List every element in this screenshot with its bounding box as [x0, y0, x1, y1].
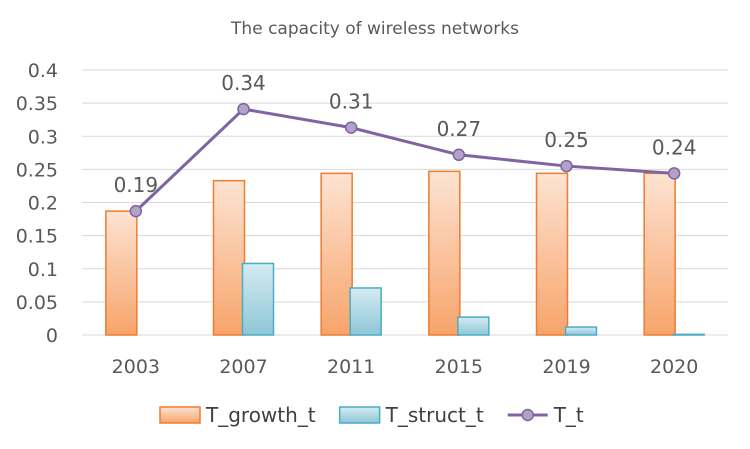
data-label: 0.25 [544, 128, 589, 152]
y-axis-ticks: 0 0.05 0.1 0.15 0.2 0.25 0.3 0.35 0.4 [16, 60, 58, 347]
bar-T_growth_t-2003 [105, 210, 138, 336]
x-tick-label: 2003 [112, 356, 160, 378]
point-T_t-2011 [344, 121, 358, 134]
point-T_t-2007 [237, 102, 250, 116]
y-tick-label: 0.4 [28, 60, 58, 82]
bar-T_growth_t-2015 [428, 170, 461, 336]
data-label: 0.34 [221, 71, 266, 95]
bar-T_growth_t-2019 [535, 172, 569, 336]
x-tick-label: 2007 [219, 356, 267, 378]
gridlines [82, 69, 728, 336]
legend-swatch [159, 406, 201, 424]
y-tick-label: 0.05 [16, 292, 58, 314]
bar-T_struct_t-2020 [672, 333, 705, 336]
point-T_t-2020 [667, 167, 681, 180]
chart-title: The capacity of wireless networks [230, 19, 519, 39]
bar-T_struct_t-2007 [241, 262, 275, 336]
y-tick-label: 0.35 [16, 93, 58, 115]
point-T_t-2015 [452, 148, 466, 162]
line-T_t [134, 107, 675, 213]
bar-T_growth_t-2011 [320, 172, 353, 336]
legend-item-T_struct_t: T_struct_t [338, 403, 484, 427]
data-label: 0.27 [437, 117, 482, 141]
bar-T_growth_t-2007 [212, 179, 246, 336]
legend-label: T_t [553, 403, 584, 427]
legend-item-T_growth_t: T_growth_t [159, 403, 316, 427]
y-tick-label: 0.2 [28, 193, 58, 215]
data-label: 0.19 [114, 173, 159, 197]
legend-swatch [338, 406, 381, 424]
y-tick-label: 0.25 [16, 159, 58, 181]
x-axis-ticks: 2003 2007 2011 2015 2019 2020 [112, 356, 699, 378]
line-series: 0.19 0.34 0.31 0.27 0.25 0.24 [114, 71, 697, 218]
legend-label: T_struct_t [385, 403, 484, 427]
y-tick-label: 0 [46, 325, 58, 347]
legend-label: T_growth_t [205, 403, 316, 427]
legend-item-T_t: T_t [507, 403, 584, 427]
legend-marker [521, 408, 534, 422]
x-tick-label: 2015 [435, 356, 483, 378]
bar-T_struct_t-2019 [564, 326, 598, 336]
y-tick-label: 0.3 [28, 126, 58, 148]
bar-T_struct_t-2015 [457, 316, 490, 336]
point-T_t-2019 [560, 159, 573, 173]
x-tick-label: 2019 [542, 356, 590, 378]
y-tick-label: 0.15 [16, 226, 58, 248]
bar-T_struct_t-2011 [349, 287, 382, 336]
x-tick-label: 2011 [327, 356, 375, 378]
bar-T_growth_t-2020 [643, 172, 676, 336]
y-tick-label: 0.1 [28, 259, 58, 281]
legend: T_growth_t T_struct_t T_t [159, 403, 584, 427]
bars [105, 170, 705, 336]
x-tick-label: 2020 [650, 356, 698, 378]
data-label: 0.31 [329, 90, 374, 114]
point-T_t-2003 [129, 204, 143, 218]
data-label: 0.24 [652, 135, 697, 159]
